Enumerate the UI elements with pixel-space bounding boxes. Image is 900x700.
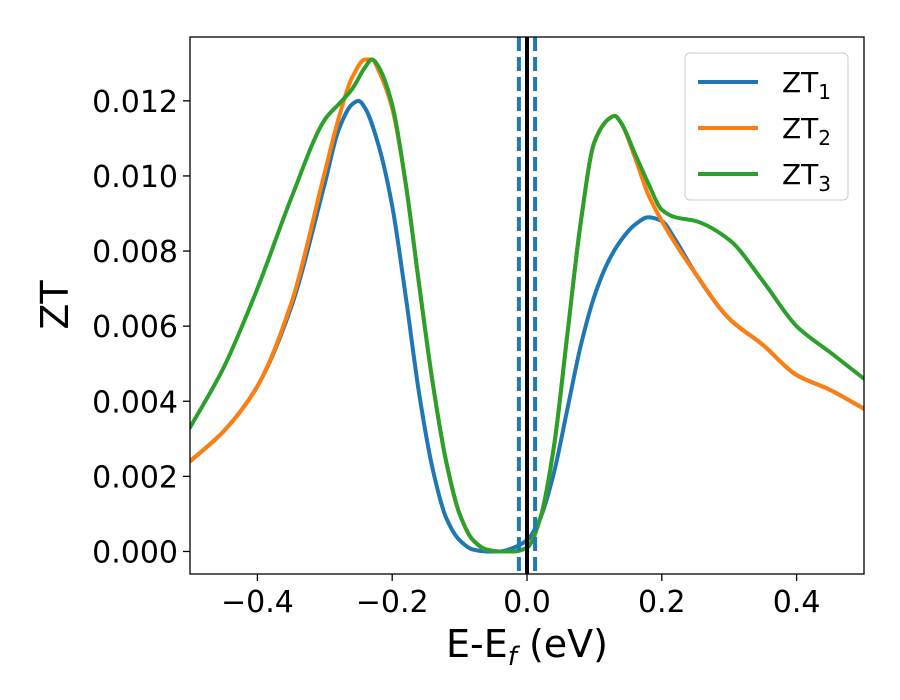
y-tick-label: 0.010: [92, 160, 178, 195]
x-tick-label: −0.2: [356, 585, 429, 620]
y-tick-label: 0.004: [92, 385, 178, 420]
vertical-lines: [516, 37, 538, 574]
y-tick-label: 0.012: [92, 85, 178, 120]
legend-label-zt1: ZT1: [782, 66, 831, 104]
y-axis-ticks: 0.000 0.002 0.004 0.006 0.008 0.010 0.012: [92, 85, 190, 570]
x-tick-label: 0.4: [773, 585, 821, 620]
y-tick-label: 0.008: [92, 235, 178, 270]
x-axis-ticks: −0.4 −0.2 0.0 0.2 0.4: [221, 574, 820, 620]
legend-label-zt3: ZT3: [782, 158, 831, 196]
x-tick-label: −0.4: [221, 585, 294, 620]
y-tick-label: 0.006: [92, 310, 178, 345]
x-axis-label: E-Ef (eV): [446, 622, 608, 672]
legend-frame: [684, 52, 849, 201]
y-axis-label: ZT: [33, 280, 77, 330]
x-tick-label: 0.0: [503, 585, 551, 620]
x-tick-label: 0.2: [638, 585, 686, 620]
legend-label-zt2: ZT2: [782, 112, 831, 150]
y-tick-label: 0.002: [92, 460, 178, 495]
y-tick-label: 0.000: [92, 535, 178, 570]
series-layer: [190, 57, 864, 554]
series-line-zt3: [190, 57, 864, 554]
legend: ZT1 ZT2 ZT3: [684, 52, 849, 201]
